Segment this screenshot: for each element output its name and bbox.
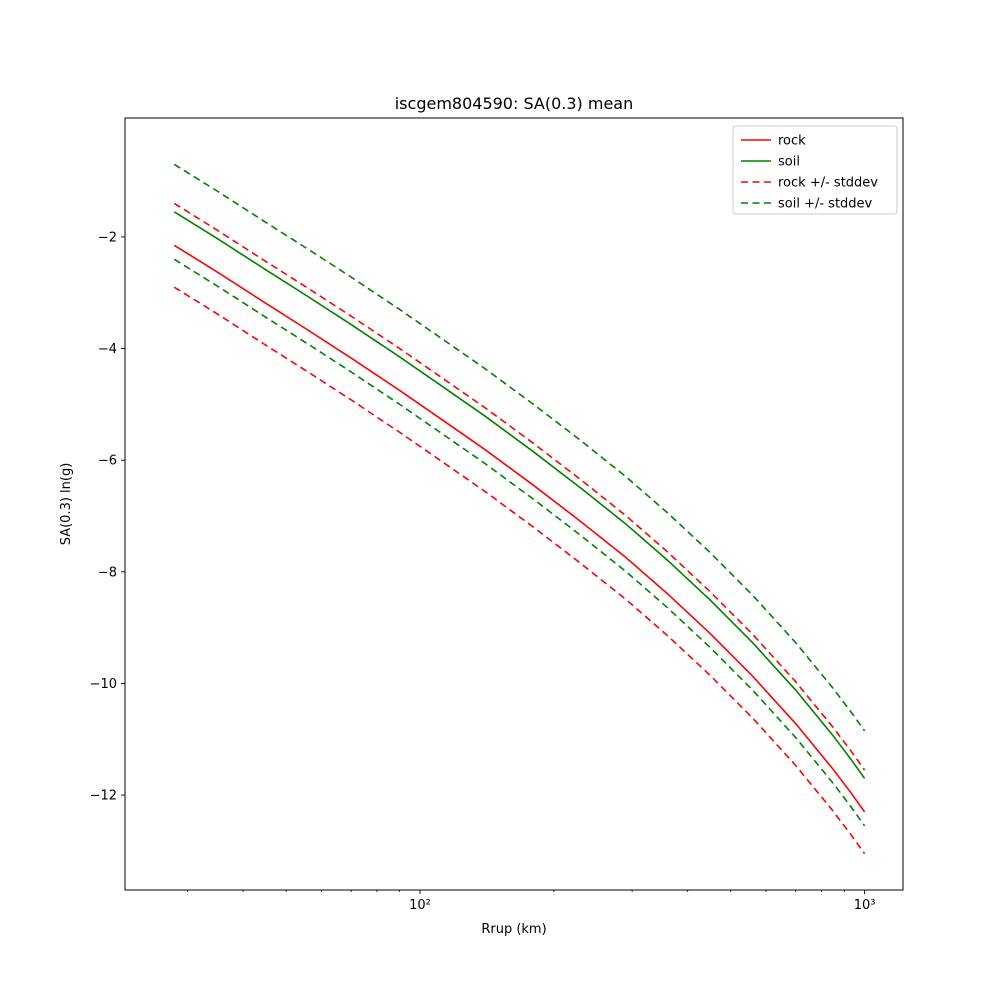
x-tick-label: 10²	[409, 898, 431, 913]
y-tick-label: −10	[90, 677, 117, 692]
y-tick-label: −2	[98, 230, 117, 245]
series-line-rock	[173, 244, 866, 813]
y-tick-label: −4	[98, 342, 117, 357]
chart-title: iscgem804590: SA(0.3) mean	[395, 94, 634, 113]
y-axis-label: SA(0.3) ln(g)	[59, 463, 74, 546]
plot-area	[124, 117, 904, 891]
chart-series	[173, 163, 866, 855]
x-tick-label: 10³	[854, 898, 876, 913]
y-tick-label: −6	[98, 454, 117, 469]
series-line-soil_minus_stddev	[173, 258, 866, 827]
x-axis-label: Rrup (km)	[481, 922, 546, 937]
legend-label: soil +/- stddev	[778, 197, 873, 212]
legend-frame	[732, 125, 898, 215]
y-tick-label: −8	[98, 565, 117, 580]
series-line-rock_plus_stddev	[173, 202, 866, 771]
series-line-soil_plus_stddev	[173, 163, 866, 732]
legend: rock soil rock +/- stddev soil +/- stddev	[732, 125, 898, 215]
series-line-soil	[173, 211, 866, 779]
y-tick-label: −12	[90, 789, 117, 804]
series-line-rock_minus_stddev	[173, 286, 866, 855]
legend-label: rock	[778, 134, 806, 149]
legend-label: soil	[778, 155, 800, 170]
x-axis-minor-ticks	[187, 890, 845, 892]
legend-label: rock +/- stddev	[778, 176, 878, 191]
axis-major-ticks	[121, 236, 866, 894]
axis-tick-labels: 10² 10³ −2 −4 −6 −8 −10 −12	[90, 230, 876, 913]
